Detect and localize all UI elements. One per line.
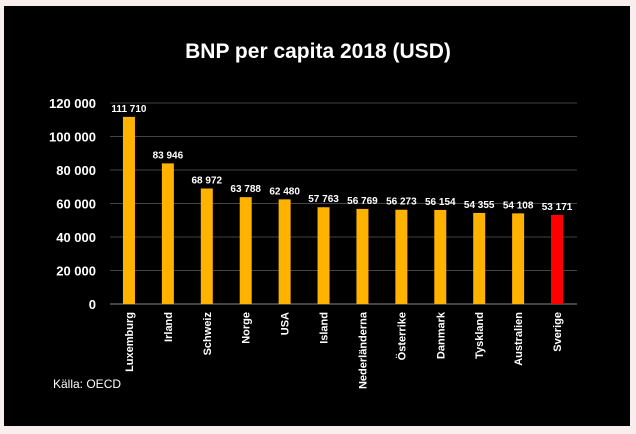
- x-tick-label: Irland: [163, 312, 175, 342]
- data-label: 54 355: [464, 200, 495, 211]
- x-tick-label: Schweiz: [202, 312, 214, 356]
- data-label: 54 108: [503, 200, 534, 211]
- bar: [278, 199, 291, 304]
- data-label: 53 171: [542, 202, 573, 213]
- x-tick-label: Danmark: [435, 311, 447, 359]
- bar: [395, 209, 408, 304]
- bar: [356, 208, 369, 304]
- x-tick-label: Österrike: [395, 312, 408, 360]
- bar: [317, 207, 330, 304]
- bar: [161, 163, 174, 304]
- x-tick-label: Nederländerna: [357, 311, 369, 389]
- source-note: Källa: OECD: [53, 377, 122, 391]
- bar: [239, 197, 252, 304]
- x-tick-label: Tyskland: [474, 312, 486, 359]
- y-tick-label: 80 000: [56, 163, 96, 178]
- y-tick-label: 120 000: [49, 96, 96, 111]
- data-label: 68 972: [191, 175, 222, 186]
- bar: [551, 214, 564, 304]
- x-tick-label: Norge: [241, 312, 253, 344]
- x-tick-label: USA: [280, 312, 292, 335]
- y-tick-label: 100 000: [49, 130, 96, 145]
- bar: [434, 209, 447, 304]
- chart-title: BNP per capita 2018 (USD): [185, 40, 451, 63]
- data-label: 57 763: [308, 194, 339, 205]
- x-tick-label: Island: [319, 312, 331, 344]
- bar: [122, 116, 135, 305]
- data-label: 83 946: [153, 150, 184, 161]
- y-tick-label: 60 000: [56, 197, 96, 212]
- chart-panel: [4, 6, 630, 426]
- y-tick-label: 0: [89, 297, 96, 312]
- data-label: 56 154: [425, 197, 456, 208]
- x-tick-label: Sverige: [552, 312, 564, 352]
- data-label: 56 769: [347, 196, 378, 207]
- data-label: 63 788: [230, 184, 261, 195]
- y-tick-label: 40 000: [56, 230, 96, 245]
- bar: [512, 213, 525, 304]
- bar: [473, 212, 486, 304]
- data-label: 56 273: [386, 197, 417, 208]
- bar: [200, 188, 213, 304]
- data-label: 111 710: [111, 104, 146, 115]
- data-label: 62 480: [269, 186, 300, 197]
- x-tick-label: Australien: [513, 312, 525, 366]
- x-tick-label: Luxemburg: [124, 312, 136, 372]
- y-tick-label: 20 000: [56, 264, 96, 279]
